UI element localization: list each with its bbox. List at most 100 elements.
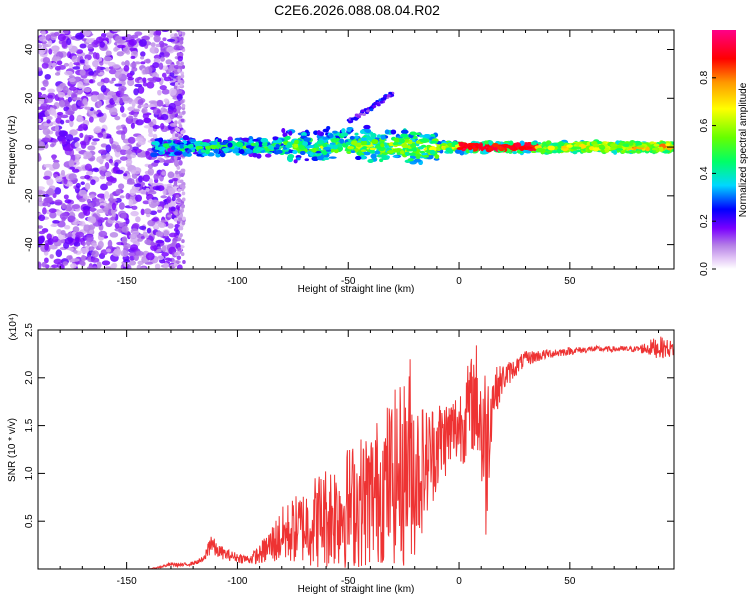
spectral-point [79, 43, 87, 49]
spectral-point [101, 154, 107, 159]
spectral-point [56, 85, 62, 93]
spectral-point [109, 193, 114, 201]
spectral-point [55, 176, 63, 183]
spectral-point [119, 156, 128, 161]
spectral-point [174, 211, 178, 216]
spectral-point [379, 158, 384, 163]
spectral-point [409, 131, 417, 136]
spectral-point [328, 156, 337, 159]
spectral-point [154, 147, 162, 151]
spectral-point [129, 244, 139, 251]
spectral-point [181, 221, 186, 226]
spectral-point [85, 38, 94, 44]
spectral-point [150, 183, 158, 187]
spectral-point [71, 55, 78, 63]
spectral-point [275, 149, 283, 154]
spectral-point [131, 66, 138, 72]
spectral-point [49, 254, 54, 259]
spectral-point [173, 181, 178, 186]
spectral-point [151, 141, 156, 145]
y-tick-label: 0.5 [24, 514, 35, 528]
spectral-point [142, 77, 147, 84]
spectral-point [347, 145, 355, 150]
spectral-point [512, 150, 518, 155]
spectral-point [177, 179, 181, 184]
spectral-point [350, 117, 355, 121]
spectral-point [133, 88, 139, 96]
spectral-point [73, 62, 81, 66]
spectral-point [115, 144, 121, 153]
spectral-point [127, 76, 135, 81]
spectral-point [219, 142, 228, 146]
spectral-point [92, 60, 99, 68]
spectral-point [155, 30, 162, 37]
spectral-point [89, 79, 94, 84]
spectral-point [180, 118, 185, 123]
spectral-point [100, 143, 108, 148]
spectral-point [57, 33, 66, 42]
spectral-point [322, 136, 328, 140]
spectral-point [163, 51, 170, 58]
spectral-point [145, 187, 150, 192]
spectral-point [313, 143, 318, 148]
spectral-point [38, 186, 45, 191]
spectral-point [447, 142, 454, 147]
spectral-point [79, 132, 84, 139]
spectral-point [134, 148, 143, 153]
spectral-point [68, 77, 76, 83]
spectral-point [45, 98, 53, 103]
spectral-point [176, 30, 180, 33]
spectral-point [96, 81, 105, 87]
spectral-point [138, 225, 147, 230]
spectral-point [124, 60, 130, 67]
spectral-point [52, 56, 62, 62]
spectral-point [339, 138, 345, 144]
spectral-point [163, 98, 169, 103]
spectral-point [133, 113, 138, 118]
spectral-point [42, 44, 47, 53]
spectral-point [355, 155, 362, 161]
spectral-point [173, 85, 178, 90]
spectral-point [376, 103, 381, 107]
spectral-point [178, 124, 183, 129]
spectral-point [66, 255, 73, 260]
spectral-point [42, 207, 47, 215]
snr-axes: -150 -100 -50 0 50 0.5 1.0 1.5 2.0 2.5 [24, 323, 674, 587]
spectral-point [294, 139, 299, 145]
spectral-point [100, 205, 105, 209]
spectral-point [415, 140, 421, 144]
colorbar: 0.0 0.2 0.4 0.6 0.8 Normalized spectral ampl… [699, 30, 749, 276]
spectral-point [156, 99, 164, 107]
spectral-point [131, 205, 138, 210]
spectral-point [130, 152, 137, 159]
spectral-point [88, 116, 94, 123]
spectral-point [393, 141, 399, 145]
spectral-point [492, 143, 499, 148]
spectral-point [68, 61, 74, 70]
spectral-point [86, 170, 94, 176]
y-tick-label: 2.5 [24, 323, 35, 337]
spectral-point [176, 60, 180, 65]
spectral-point [178, 160, 183, 166]
spectral-point [161, 30, 170, 33]
spectral-point [75, 32, 84, 40]
spectral-point [160, 113, 169, 121]
spectral-point [312, 147, 317, 153]
spectral-point [322, 143, 327, 148]
spectral-point [163, 159, 173, 164]
spectral-point [176, 264, 183, 269]
spectral-point [80, 247, 89, 254]
spectral-point [38, 235, 45, 244]
spectral-point [174, 151, 182, 156]
spectral-point [52, 192, 57, 198]
spectral-point [121, 225, 129, 233]
spectral-point [177, 75, 182, 80]
spectral-point [50, 223, 58, 227]
spectral-point [44, 257, 49, 264]
spectral-point [182, 151, 188, 157]
spectral-point [93, 127, 102, 133]
spectral-point [149, 121, 154, 128]
spectral-point [162, 37, 167, 42]
spectral-point [560, 145, 568, 149]
spectral-point [159, 85, 167, 91]
